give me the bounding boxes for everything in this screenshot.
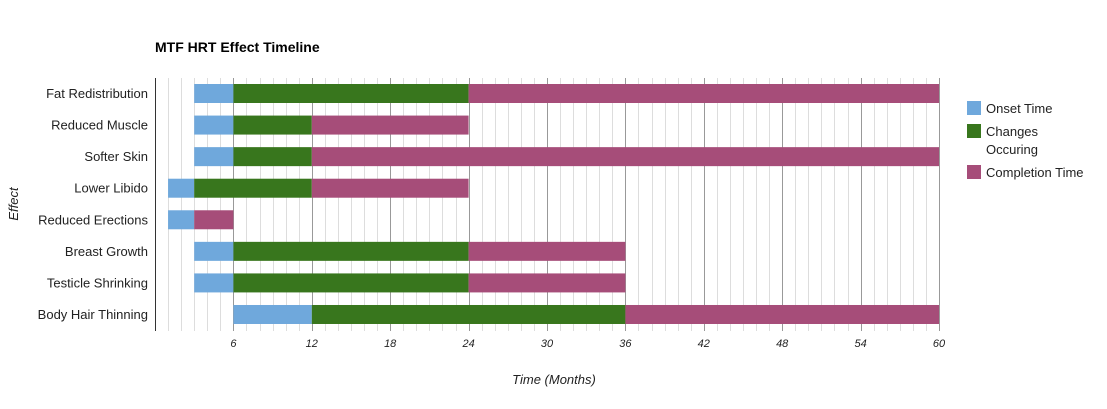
bar-onset-time xyxy=(168,210,195,230)
bar-changes-occuring xyxy=(233,147,312,167)
y-axis-title: Effect xyxy=(6,186,21,221)
category-label: Reduced Muscle xyxy=(51,118,148,133)
x-tick-label: 54 xyxy=(854,338,866,350)
bar-onset-time xyxy=(233,304,312,324)
chart-title: MTF HRT Effect Timeline xyxy=(155,39,320,55)
bar-onset-time xyxy=(168,178,195,198)
bar-changes-occuring xyxy=(233,241,469,261)
x-tick-label: 42 xyxy=(698,338,710,350)
category-labels: Fat Redistribution Reduced Muscle Softer S… xyxy=(38,86,149,322)
bar-completion-time xyxy=(311,147,939,167)
bar-onset-time xyxy=(194,273,234,293)
bar-changes-occuring xyxy=(233,115,312,135)
x-tick-label: 48 xyxy=(776,338,789,350)
category-label: Testicle Shrinking xyxy=(47,275,148,290)
bar-onset-time xyxy=(194,241,234,261)
bar-changes-occuring xyxy=(233,84,469,103)
bars xyxy=(168,84,939,324)
x-tick-label: 18 xyxy=(384,338,397,350)
x-tick-label: 36 xyxy=(619,338,632,350)
x-tick-label: 30 xyxy=(541,338,554,350)
x-tick-label: 6 xyxy=(230,338,237,350)
x-tick-label: 12 xyxy=(306,338,318,350)
legend-label: Onset Time xyxy=(986,101,1052,116)
legend: Onset Time Changes Occuring Completion Time xyxy=(967,101,1084,180)
x-tick-labels: 6 12 18 24 30 36 42 48 54 60 xyxy=(230,338,946,350)
bar-changes-occuring xyxy=(194,178,312,198)
bar-onset-time xyxy=(194,84,234,103)
category-label: Fat Redistribution xyxy=(46,86,148,101)
category-label: Softer Skin xyxy=(84,149,148,164)
bar-completion-time xyxy=(311,178,469,198)
x-axis-title: Time (Months) xyxy=(512,372,596,387)
category-label: Breast Growth xyxy=(65,244,148,259)
bar-completion-time xyxy=(468,273,626,293)
bar-onset-time xyxy=(194,147,234,167)
x-tick-label: 60 xyxy=(933,338,946,350)
legend-swatch xyxy=(967,101,981,115)
bar-changes-occuring xyxy=(233,273,469,293)
bar-completion-time xyxy=(468,241,626,261)
category-label: Lower Libido xyxy=(74,181,148,196)
x-tick-label: 24 xyxy=(461,338,474,350)
legend-label: Changes Occuring xyxy=(986,124,1039,157)
bar-completion-time xyxy=(194,210,234,230)
bar-completion-time xyxy=(311,115,469,135)
legend-label: Completion Time xyxy=(986,165,1084,180)
bar-changes-occuring xyxy=(311,304,626,324)
bar-onset-time xyxy=(194,115,234,135)
legend-swatch xyxy=(967,165,981,179)
legend-swatch xyxy=(967,124,981,138)
bar-completion-time xyxy=(625,304,939,324)
category-label: Reduced Erections xyxy=(38,212,148,227)
bar-completion-time xyxy=(468,84,939,103)
category-label: Body Hair Thinning xyxy=(38,307,148,322)
